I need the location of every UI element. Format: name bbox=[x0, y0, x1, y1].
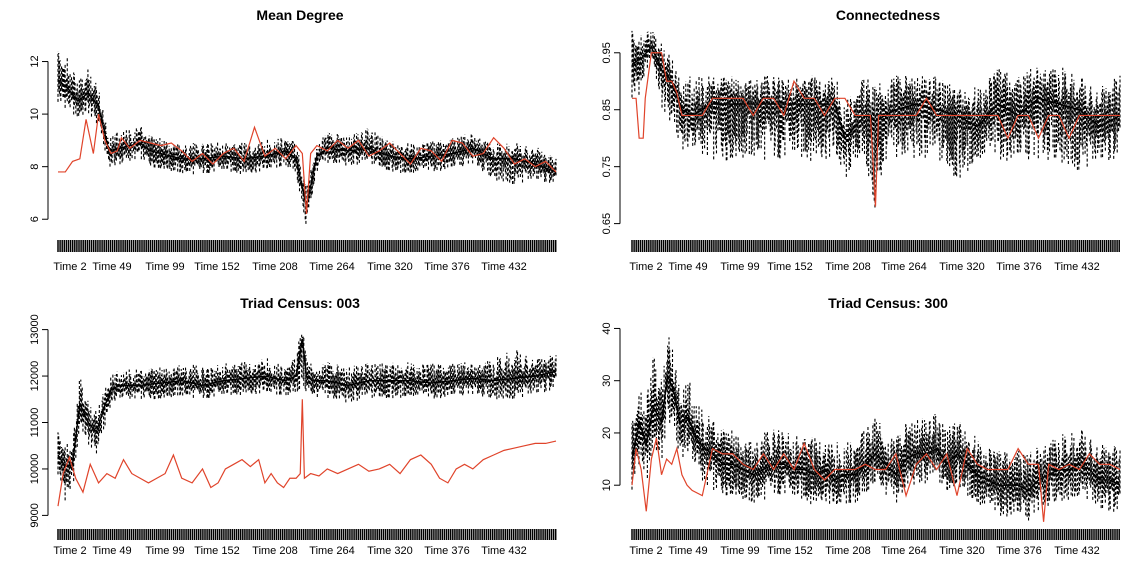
x-time-rug bbox=[631, 240, 1120, 252]
y-tick-label: 20 bbox=[601, 427, 613, 439]
x-tick-label: Time 320 bbox=[939, 545, 984, 557]
x-tick-label: Time 2 bbox=[53, 261, 86, 273]
y-tick-label: 0.75 bbox=[601, 156, 613, 177]
y-tick-label: 30 bbox=[601, 375, 613, 387]
x-tick-label: Time 376 bbox=[424, 261, 469, 273]
x-tick-label: Time 99 bbox=[720, 545, 759, 557]
x-tick-label: Time 264 bbox=[309, 261, 354, 273]
observed-series-line bbox=[631, 438, 1121, 522]
x-tick-label: Time 432 bbox=[481, 545, 526, 557]
y-tick-label: 0.95 bbox=[601, 42, 613, 63]
x-tick-label: Time 320 bbox=[367, 545, 412, 557]
x-tick-label: Time 152 bbox=[767, 545, 812, 557]
x-time-rug bbox=[57, 529, 557, 540]
x-tick-label: Time 376 bbox=[424, 545, 469, 557]
x-time-rug bbox=[631, 529, 1120, 540]
y-tick-label: 11000 bbox=[29, 408, 41, 438]
y-tick-label: 0.85 bbox=[601, 99, 613, 120]
y-tick-label: 9000 bbox=[29, 503, 41, 527]
x-tick-label: Time 49 bbox=[92, 545, 131, 557]
x-tick-label: Time 49 bbox=[668, 261, 707, 273]
x-tick-label: Time 152 bbox=[194, 261, 239, 273]
x-tick-label: Time 264 bbox=[881, 545, 926, 557]
y-tick-label: 6 bbox=[29, 216, 41, 222]
x-tick-label: Time 376 bbox=[996, 261, 1041, 273]
panel-title: Triad Census: 300 bbox=[828, 295, 948, 311]
x-tick-label: Time 208 bbox=[825, 261, 870, 273]
y-tick-label: 0.65 bbox=[601, 213, 613, 234]
simulated-band-series bbox=[57, 51, 557, 224]
x-tick-label: Time 320 bbox=[367, 261, 412, 273]
panel-title: Triad Census: 003 bbox=[240, 295, 360, 311]
band-center-line bbox=[57, 338, 557, 468]
simulated-band-series bbox=[57, 334, 557, 501]
x-tick-label: Time 49 bbox=[668, 545, 707, 557]
x-tick-label: Time 432 bbox=[1054, 261, 1099, 273]
y-tick-label: 10 bbox=[601, 479, 613, 491]
band-center-line bbox=[57, 79, 557, 207]
band-center-line bbox=[631, 375, 1121, 492]
observed-series-line bbox=[632, 52, 1120, 207]
x-tick-label: Time 152 bbox=[767, 261, 812, 273]
x-tick-label: Time 264 bbox=[881, 261, 926, 273]
y-tick-label: 10000 bbox=[29, 454, 41, 485]
x-tick-label: Time 264 bbox=[309, 545, 354, 557]
x-tick-label: Time 208 bbox=[252, 545, 297, 557]
x-tick-label: Time 432 bbox=[1054, 545, 1099, 557]
x-tick-label: Time 208 bbox=[252, 261, 297, 273]
x-tick-label: Time 2 bbox=[629, 261, 662, 273]
panel-triad-census-300: Triad Census: 300 10 20 30 40 Time 2 Time 49 T… bbox=[601, 295, 1121, 557]
x-tick-label: Time 320 bbox=[939, 261, 984, 273]
x-tick-label: Time 99 bbox=[145, 261, 184, 273]
x-tick-label: Time 208 bbox=[825, 545, 870, 557]
x-tick-label: Time 2 bbox=[629, 545, 662, 557]
x-tick-label: Time 99 bbox=[145, 545, 184, 557]
y-tick-label: 12 bbox=[29, 55, 41, 67]
observed-series-line bbox=[58, 113, 557, 215]
x-tick-label: Time 432 bbox=[481, 261, 526, 273]
x-tick-label: Time 49 bbox=[92, 261, 131, 273]
simulated-band-series bbox=[631, 337, 1121, 521]
y-tick-label: 12000 bbox=[29, 361, 41, 392]
x-tick-label: Time 2 bbox=[53, 545, 86, 557]
x-tick-label: Time 152 bbox=[194, 545, 239, 557]
observed-series-line bbox=[57, 399, 557, 507]
y-tick-label: 8 bbox=[29, 164, 41, 170]
panel-connectedness: Connectedness 0.65 0.75 0.85 0.95 Time 2 Time… bbox=[601, 7, 1121, 273]
panel-mean-degree: Mean Degree 6 8 10 12 Time 2 Time 49 Time 99 Ti… bbox=[29, 7, 557, 273]
panel-title: Mean Degree bbox=[256, 7, 343, 23]
x-time-rug bbox=[57, 240, 557, 252]
panel-title: Connectedness bbox=[836, 7, 940, 23]
x-tick-label: Time 376 bbox=[996, 545, 1041, 557]
panel-triad-census-003: Triad Census: 003 9000 10000 11000 12000 130… bbox=[29, 295, 557, 557]
y-tick-label: 40 bbox=[601, 322, 613, 334]
y-tick-label: 10 bbox=[29, 108, 41, 120]
y-tick-label: 13000 bbox=[29, 314, 41, 345]
x-tick-label: Time 99 bbox=[720, 261, 759, 273]
